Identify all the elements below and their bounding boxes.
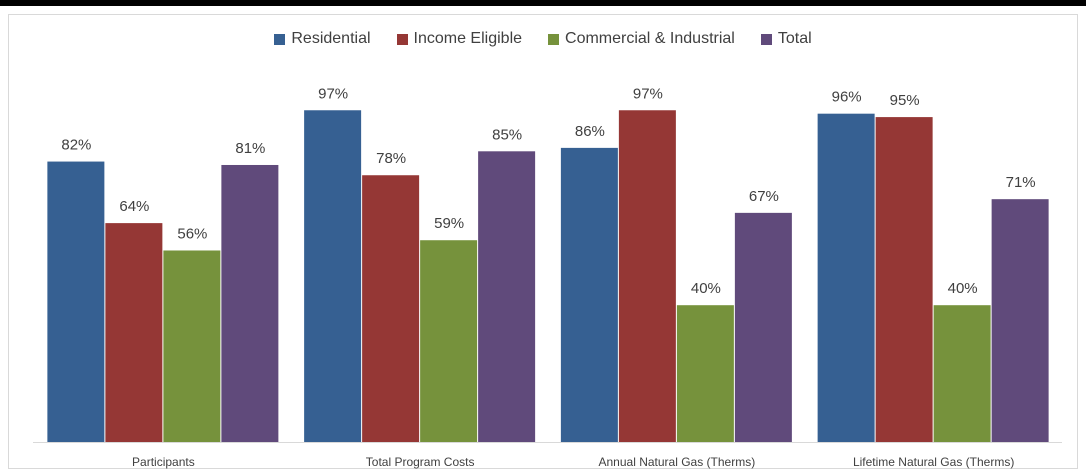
category-label-0: Participants (132, 455, 195, 469)
bar-income-eligible-1 (362, 175, 420, 443)
data-label-commercial-industrial-3: 40% (948, 280, 978, 297)
bar-commercial-industrial-2 (676, 305, 734, 442)
category-label-2: Annual Natural Gas (Therms) (599, 455, 756, 469)
bar-residential-0 (47, 161, 105, 442)
bar-total-2 (734, 212, 792, 442)
chart-frame (8, 14, 1078, 469)
data-label-commercial-industrial-2: 40% (691, 280, 721, 297)
data-label-commercial-industrial-1: 59% (434, 215, 464, 232)
bar-total-1 (478, 151, 536, 443)
bar-income-eligible-2 (618, 110, 676, 442)
bar-residential-1 (304, 110, 362, 442)
bar-income-eligible-3 (875, 117, 933, 442)
data-label-residential-1: 97% (318, 85, 348, 102)
legend-swatch-income-eligible (396, 33, 408, 45)
top-rule (0, 0, 1086, 6)
legend-item-residential: Residential (274, 30, 371, 48)
bar-commercial-industrial-3 (933, 305, 991, 442)
bar-residential-2 (560, 147, 618, 442)
data-label-total-3: 71% (1006, 174, 1036, 191)
chart-legend: Residential Income Eligible Commercial &… (0, 24, 1086, 54)
legend-swatch-commercial-industrial (548, 33, 560, 45)
data-label-residential-0: 82% (61, 137, 91, 154)
data-label-total-1: 85% (492, 126, 522, 143)
data-label-commercial-industrial-0: 56% (177, 225, 207, 242)
bar-income-eligible-0 (105, 223, 163, 442)
legend-label-income-eligible: Income Eligible (413, 30, 523, 47)
data-label-residential-3: 96% (832, 89, 862, 106)
bar-commercial-industrial-1 (420, 240, 478, 442)
data-label-total-0: 81% (235, 140, 265, 157)
bar-total-0 (221, 164, 279, 443)
bar-residential-3 (817, 113, 875, 443)
legend-label-total: Total (777, 30, 812, 47)
category-label-3: Lifetime Natural Gas (Therms) (853, 455, 1014, 469)
legend-item-total: Total (760, 30, 812, 48)
data-label-income-eligible-2: 97% (633, 85, 663, 102)
legend-swatch-residential (274, 33, 286, 45)
bar-total-3 (991, 199, 1049, 442)
data-label-total-2: 67% (749, 188, 779, 205)
legend-swatch-total (760, 33, 772, 45)
data-label-income-eligible-3: 95% (890, 92, 920, 109)
legend-item-commercial-industrial: Commercial & Industrial (548, 30, 735, 48)
data-label-residential-2: 86% (575, 123, 605, 140)
category-label-1: Total Program Costs (366, 455, 475, 469)
data-label-income-eligible-1: 78% (376, 150, 406, 167)
legend-item-income-eligible: Income Eligible (396, 30, 523, 48)
bar-commercial-industrial-0 (163, 250, 221, 442)
data-label-income-eligible-0: 64% (119, 198, 149, 215)
legend-label-residential: Residential (291, 30, 371, 47)
legend-label-commercial-industrial: Commercial & Industrial (565, 30, 735, 47)
